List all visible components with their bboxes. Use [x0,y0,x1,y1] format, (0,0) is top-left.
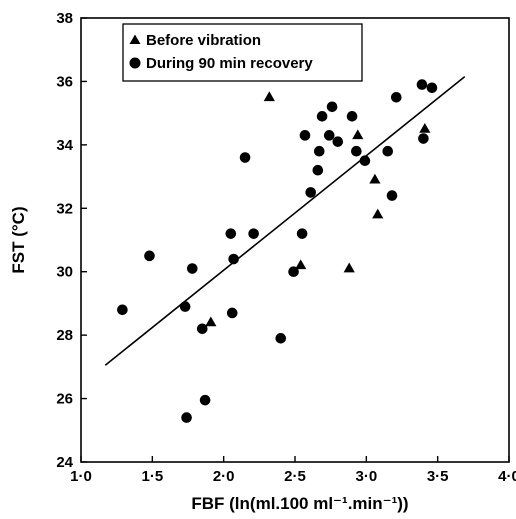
triangle-point [372,208,384,219]
circle-point [199,394,211,406]
x-axis-ticks: 1·0 1·5 2·0 2·5 3·0 3·5 4·0 [70,456,516,485]
triangle-point [263,91,275,102]
circle-point [326,101,338,113]
circle-point [275,333,287,344]
circle-point [305,187,316,198]
y-axis-label: FST (°C) [9,206,28,273]
circle-point [181,412,192,423]
legend-box [122,23,363,82]
circle-point [296,228,308,239]
legend: Before vibration During 90 min recovery [122,23,363,82]
circle-point [418,133,429,144]
circle-point [239,152,251,163]
circle-point [144,250,155,262]
circle-point [382,145,394,157]
x-tick-label: 2·5 [284,468,306,485]
triangle-point [419,123,431,133]
circle-point [248,228,259,239]
x-tick-label: 2·0 [213,468,235,485]
legend-triangle-marker [129,34,141,44]
x-axis-label: FBF (ln(ml.100 ml⁻¹.min⁻¹)) [191,494,408,513]
y-tick-label: 24 [56,454,73,471]
triangle-point [369,173,381,184]
triangle-point [295,259,307,270]
triangle-point [352,129,364,140]
circle-point [226,307,238,319]
x-tick-label: 1·0 [70,468,92,485]
circle-point [359,155,371,167]
circle-point [346,111,358,122]
x-tick-label: 1·5 [141,468,163,485]
plot-frame [80,17,510,463]
legend-circle-marker [129,57,141,69]
circle-point [332,136,344,147]
circle-point [426,82,438,94]
x-tick-label: 3·0 [355,468,377,485]
y-tick-label: 36 [56,73,73,90]
y-axis-ticks: 24 26 28 30 32 34 36 38 [56,10,87,471]
y-tick-label: 28 [56,327,73,344]
circle-point [416,79,428,90]
circle-point [312,164,324,176]
x-tick-label: 4·0 [498,468,516,485]
triangle-point [343,262,355,273]
circle-point [228,253,239,265]
regression-line [104,76,466,366]
circle-point [351,145,362,157]
data-points [117,79,438,423]
regression-line-group [104,76,466,366]
circle-point [288,266,299,278]
y-tick-label: 26 [56,391,73,408]
triangle-point [205,316,217,327]
circle-point [390,91,402,103]
y-tick-label: 30 [56,264,73,281]
circle-point [386,190,398,201]
circle-point [316,111,328,122]
y-tick-label: 34 [56,137,73,154]
circle-point [299,130,311,141]
circle-point [323,130,335,141]
y-tick-label: 32 [56,200,73,217]
circle-point [313,145,325,157]
circle-point [117,304,128,316]
circle-point [186,263,198,274]
legend-label-before-vibration: Before vibration [146,32,261,49]
circle-point [179,301,191,312]
circle-point [225,228,237,239]
y-tick-label: 38 [56,10,73,27]
x-tick-label: 3·5 [427,468,449,485]
legend-label-recovery: During 90 min recovery [146,55,313,72]
circle-point [196,323,208,335]
